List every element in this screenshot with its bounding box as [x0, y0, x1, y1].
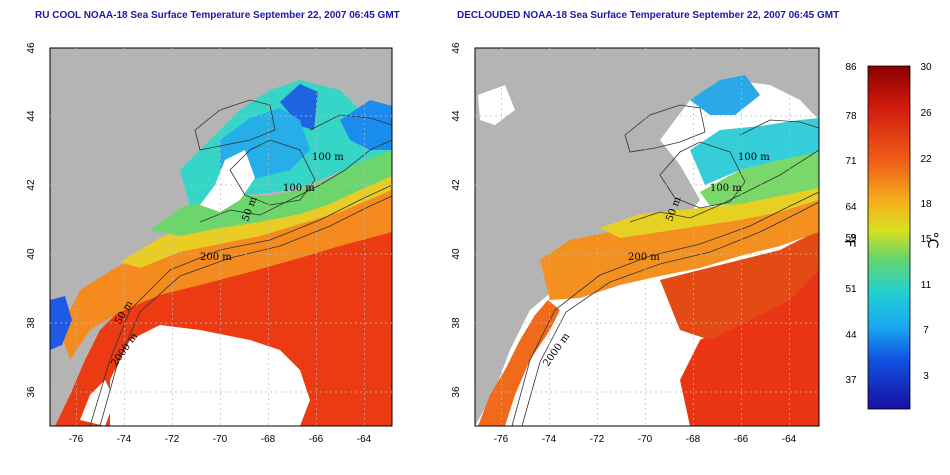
colorbar-c-tick: 26 — [920, 108, 932, 119]
left-ocean-blue — [280, 84, 318, 130]
left-ocean-green — [150, 150, 392, 236]
right-x-tick: -70 — [638, 434, 653, 445]
right-x-tick: -64 — [782, 434, 797, 445]
left-ocean-blue2 — [340, 100, 392, 150]
map-title-left: RU COOL NOAA-18 Sea Surface Temperature … — [35, 10, 400, 21]
right-y-tick: 44 — [451, 110, 462, 122]
right-ocean-lightblue — [690, 75, 760, 115]
colorbar-c-unit: °C — [924, 232, 940, 249]
left-contour-label-100m-b: 100 m — [283, 183, 315, 194]
left-y-tick: 44 — [26, 110, 37, 122]
left-y-tick: 40 — [26, 248, 37, 260]
right-contour-label-100m-b: 100 m — [710, 183, 742, 194]
right-map-frame — [474, 47, 820, 427]
right-ocean-warm2 — [660, 230, 819, 340]
left-x-tick: -72 — [165, 434, 180, 445]
right-x-tick: -66 — [734, 434, 749, 445]
colorbar-f-unit: °F — [841, 232, 857, 247]
right-y-tick: 36 — [451, 386, 462, 398]
left-y-tick: 42 — [26, 179, 37, 191]
left-x-tick: -74 — [117, 434, 132, 445]
left-contours — [89, 99, 392, 426]
colorbar-f-tick: 64 — [845, 202, 857, 213]
colorbar-c-tick: 11 — [921, 280, 932, 291]
colorbar-c-tick: 7 — [923, 325, 929, 336]
left-cloud-south — [110, 325, 310, 426]
right-x-tick: -72 — [590, 434, 605, 445]
right-map: 100 m 100 m 50 m 200 m 2000 m -76 -74 -7… — [451, 42, 820, 445]
colorbar-f-tick: 37 — [845, 375, 857, 386]
left-y-tick: 38 — [26, 317, 37, 329]
left-x-tick: -76 — [69, 434, 84, 445]
right-y-tick: 40 — [451, 248, 462, 260]
right-cloud-mask-upperleft — [478, 85, 515, 125]
left-x-tick: -70 — [213, 434, 228, 445]
colorbar-c-tick: 18 — [920, 199, 932, 210]
right-y-tick: 42 — [451, 179, 462, 191]
right-contour-label-100m-a: 100 m — [738, 152, 770, 163]
left-gridlines — [50, 48, 392, 426]
right-x-axis: -76 -74 -72 -70 -68 -66 -64 — [494, 434, 797, 445]
right-contour-label-200m: 200 m — [628, 252, 660, 263]
right-x-tick: -68 — [686, 434, 701, 445]
right-y-axis: 46 44 42 40 38 36 — [451, 42, 462, 398]
right-ocean-coast-orange — [478, 300, 560, 426]
colorbar-c-tick: 15 — [920, 234, 932, 245]
left-cloud-southwest — [80, 380, 115, 426]
right-y-tick: 38 — [451, 317, 462, 329]
map-title-right: DECLOUDED NOAA-18 Sea Surface Temperatur… — [457, 10, 840, 21]
colorbar-c-tick: 30 — [920, 62, 932, 73]
left-y-axis: 46 44 42 40 38 36 — [26, 42, 37, 398]
left-x-tick: -66 — [309, 434, 324, 445]
left-y-tick: 46 — [26, 42, 37, 54]
left-x-tick: -68 — [261, 434, 276, 445]
colorbar-c-tick: 3 — [923, 371, 929, 382]
left-contour-label-200m: 200 m — [200, 252, 232, 263]
right-gridlines — [475, 48, 819, 426]
colorbar-gradient — [867, 65, 911, 410]
left-map-frame — [49, 47, 393, 427]
colorbar-f-ticks: 86 78 71 64 59 51 44 37 — [845, 62, 857, 386]
left-map: 100 m 100 m 50 m 200 m 50 m 2000 m -76 -… — [26, 42, 393, 445]
right-y-tick: 46 — [451, 42, 462, 54]
left-cloud-gom — [200, 150, 255, 212]
colorbar-f-tick: 44 — [845, 330, 857, 341]
right-x-tick: -76 — [494, 434, 509, 445]
right-contours — [511, 104, 819, 426]
left-x-tick: -64 — [357, 434, 372, 445]
colorbar-f-tick: 71 — [845, 156, 857, 167]
left-x-axis: -76 -74 -72 -70 -68 -66 -64 — [69, 434, 372, 445]
colorbar-c-tick: 22 — [920, 154, 932, 165]
left-y-tick: 36 — [26, 386, 37, 398]
colorbar-c-ticks: 30 26 22 18 15 11 7 3 — [920, 62, 932, 382]
colorbar-f-tick: 51 — [845, 284, 857, 295]
right-x-tick: -74 — [542, 434, 557, 445]
colorbar-f-tick: 78 — [845, 111, 857, 122]
left-contour-label-100m-a: 100 m — [312, 152, 344, 163]
colorbar-f-tick: 59 — [845, 233, 857, 244]
colorbar-f-tick: 86 — [845, 62, 857, 73]
right-ocean-cyan — [690, 118, 819, 185]
colorbar: 86 78 71 64 59 51 44 37 30 26 22 18 15 1… — [841, 62, 940, 410]
